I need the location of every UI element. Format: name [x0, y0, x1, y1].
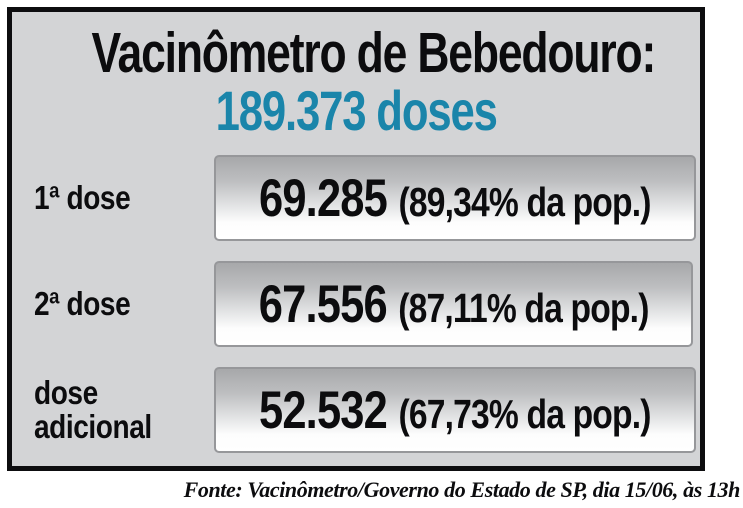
dose-value-box: 69.285 (89,34% da pop.)	[214, 155, 696, 241]
total-doses-text: 189.373 doses	[215, 79, 497, 143]
page-title: Vacinômetro de Bebedouro:	[12, 24, 700, 82]
dose-value: 69.285	[258, 168, 388, 228]
dose-label: 1ª dose	[34, 179, 131, 217]
dose-label: 2ª dose	[34, 285, 131, 323]
vaccinometer-panel: Vacinômetro de Bebedouro: 189.373 doses …	[7, 7, 705, 471]
total-doses: 189.373 doses	[12, 83, 700, 139]
title-block: Vacinômetro de Bebedouro: 189.373 doses	[12, 24, 700, 139]
dose-value-box: 67.556 (87,11% da pop.)	[214, 261, 694, 347]
page-title-text: Vacinômetro de Bebedouro:	[91, 21, 656, 85]
dose-label: dose adicional	[34, 374, 152, 445]
dose-row-first: 1ª dose 69.285 (89,34% da pop.)	[34, 155, 696, 241]
dose-percent: (89,34% da pop.)	[398, 178, 651, 225]
dose-row-second: 2ª dose 67.556 (87,11% da pop.)	[34, 261, 694, 347]
dose-percent: (67,73% da pop.)	[398, 390, 651, 437]
dose-value-box: 52.532 (67,73% da pop.)	[214, 367, 696, 453]
dose-value: 67.556	[258, 274, 388, 334]
dose-row-additional: dose adicional 52.532 (67,73% da pop.)	[34, 367, 696, 453]
dose-percent: (87,11% da pop.)	[398, 284, 649, 331]
source-note: Fonte: Vacinômetro/Governo do Estado de …	[183, 477, 741, 502]
dose-value: 52.532	[258, 380, 388, 440]
